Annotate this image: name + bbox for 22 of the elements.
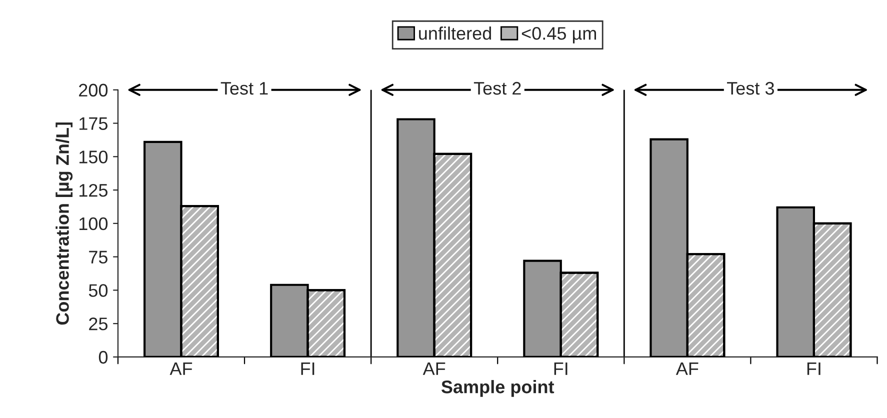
- y-tick-label: 25: [89, 318, 108, 330]
- annotation: Test 1: [220, 82, 268, 95]
- x-tick-label: AF: [170, 362, 192, 375]
- y-tick-label: 150: [80, 150, 108, 164]
- x-tick-label: AF: [676, 362, 698, 375]
- legend-label: unfiltered: [419, 26, 491, 40]
- y-tick-label: 50: [88, 284, 108, 297]
- x-tick-label: AF: [422, 362, 446, 375]
- x-tick-label: FI: [301, 362, 314, 375]
- x-tick-label: FI: [807, 362, 820, 375]
- y-axis-title: Concentration [µg Zn/L]: [56, 122, 73, 325]
- y-tick-label: 100: [80, 217, 108, 230]
- y-tick-label: 0: [98, 350, 108, 364]
- x-axis-title: Sample point: [441, 380, 554, 397]
- y-tick-label: 200: [79, 84, 108, 97]
- y-tick-label: 75: [89, 250, 108, 264]
- legend-label: <0.45 µm: [522, 27, 596, 44]
- y-tick-label: 175: [80, 117, 108, 130]
- annotation: Test 2: [474, 82, 521, 95]
- y-tick-label: 125: [80, 184, 108, 197]
- annotation: Test 3: [727, 82, 774, 95]
- x-tick-label: FI: [554, 362, 568, 375]
